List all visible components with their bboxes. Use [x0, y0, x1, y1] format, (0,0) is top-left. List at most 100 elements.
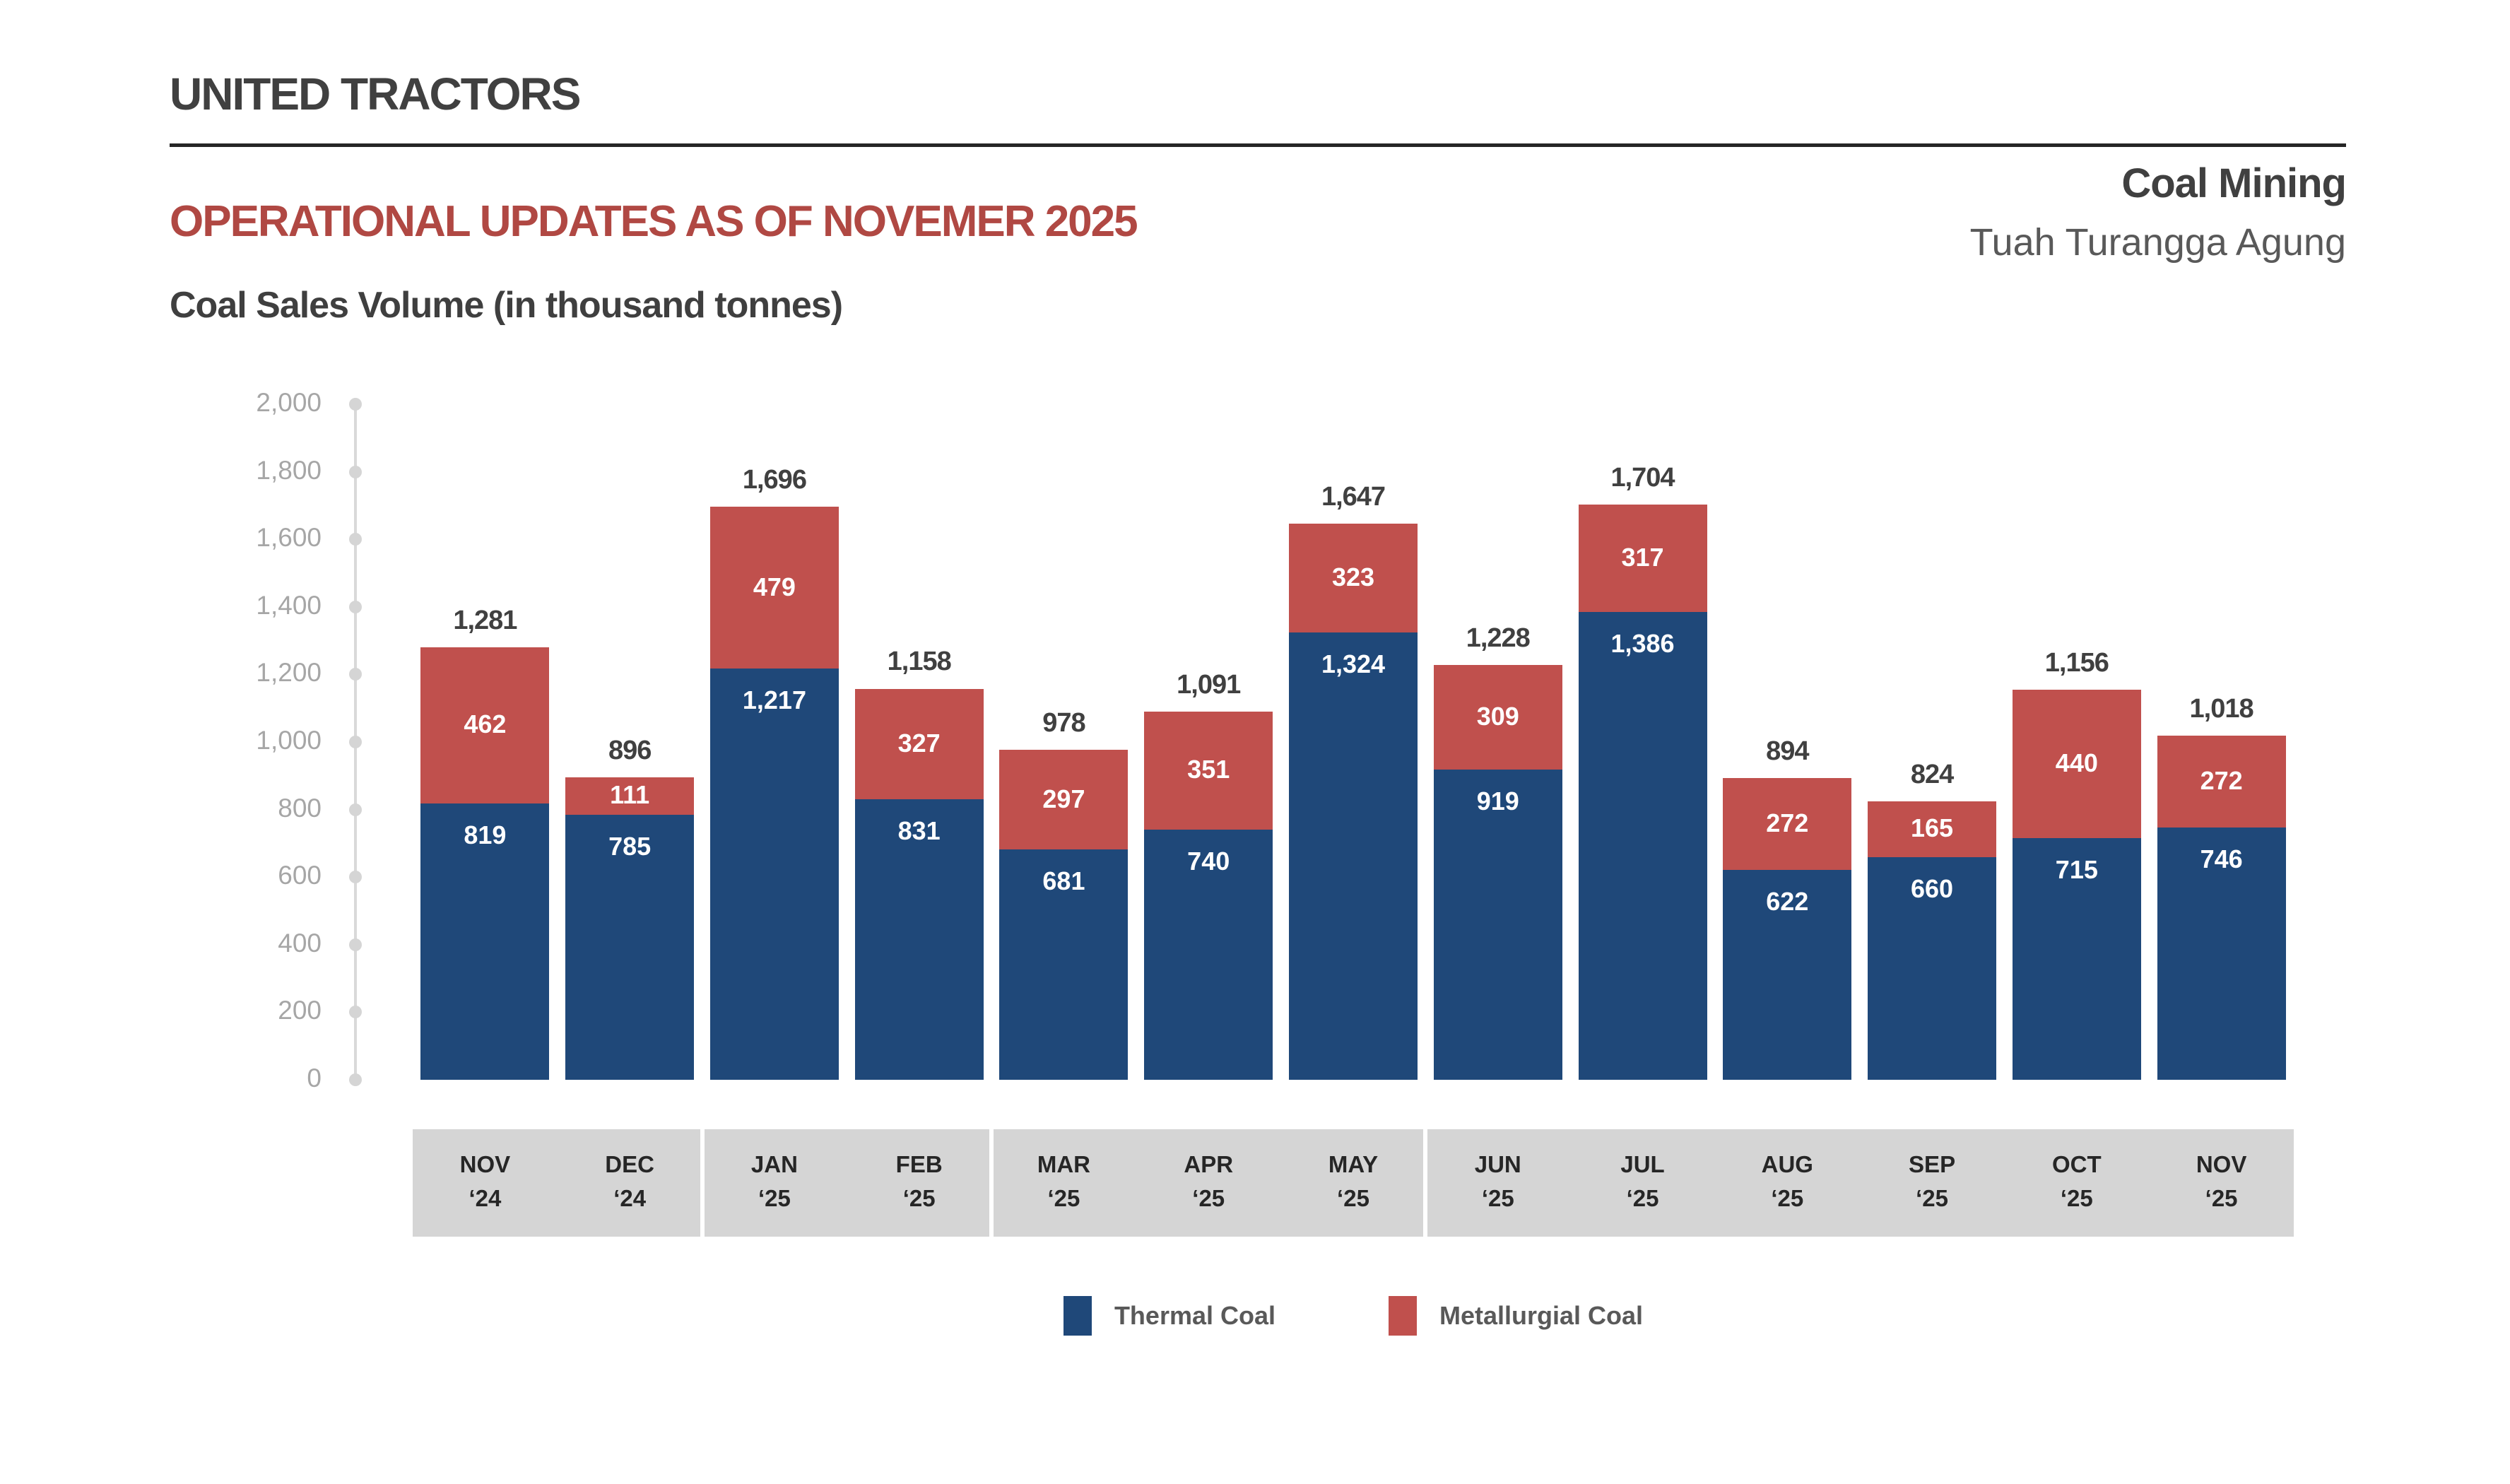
metallurgical-value-label: 111: [610, 780, 650, 810]
thermal-coal-swatch-icon: [1063, 1296, 1092, 1336]
bar-total-label: 824: [1910, 759, 1954, 789]
month-name-label: NOV: [459, 1151, 511, 1177]
y-tick-label: 600: [278, 861, 322, 890]
month-year-label: ‘24: [613, 1185, 647, 1211]
month-label: SEP ‘25: [1860, 1148, 2005, 1215]
bar-metallurgical-segment: 479: [709, 507, 839, 669]
bar-metallurgical-segment: 272: [2157, 736, 2286, 828]
month-year-label: ‘25: [1481, 1185, 1514, 1211]
month-label: MAR ‘25: [991, 1148, 1136, 1215]
bar-feb-3: 831 327: [854, 688, 984, 1080]
y-tick-dot: [349, 938, 362, 951]
bar-mar-4: 681 297: [999, 749, 1129, 1080]
month-name-label: MAR: [1037, 1151, 1091, 1177]
metallurgical-value-label: 272: [2200, 766, 2243, 796]
thermal-value-label: 831: [897, 815, 941, 845]
band-divider: [1423, 1129, 1428, 1237]
y-tick-label: 1,000: [256, 726, 322, 755]
bar-jan-2: 1,217 479: [709, 507, 839, 1080]
y-tick-label: 1,200: [256, 658, 322, 688]
segment-title: Coal Mining: [2121, 160, 2347, 206]
metallurgical-value-label: 351: [1187, 755, 1230, 784]
y-tick-label: 1,600: [256, 523, 322, 553]
month-year-label: ‘25: [1192, 1185, 1225, 1211]
bar-total-label: 1,696: [742, 465, 807, 495]
month-name-label: DEC: [605, 1151, 654, 1177]
month-year-label: ‘25: [902, 1185, 936, 1211]
bar-aug-9: 622 272: [1723, 777, 1852, 1080]
bar-jul-8: 1,386 317: [1578, 504, 1707, 1080]
legend-item-thermal: Thermal Coal: [1063, 1296, 1275, 1336]
chart-subtitle: Coal Sales Volume (in thousand tonnes): [170, 285, 843, 326]
bar-metallurgical-segment: 351: [1144, 711, 1273, 830]
bar-total-label: 1,704: [1610, 462, 1675, 493]
bar-thermal-segment: 660: [1868, 856, 1997, 1080]
metallurgical-value-label: 165: [1911, 813, 1954, 843]
bar-thermal-segment: 622: [1723, 869, 1852, 1080]
plot-area: 819 462 1,281 785 111 896 1,217 479 1,696 831 327 1…: [413, 404, 2294, 1080]
month-year-label: ‘25: [2205, 1185, 2238, 1211]
month-label: APR ‘25: [1136, 1148, 1281, 1215]
y-tick-dot: [349, 600, 362, 613]
month-label: FEB ‘25: [847, 1148, 991, 1215]
metallurgical-value-label: 297: [1042, 784, 1085, 813]
bar-total-label: 978: [1042, 707, 1085, 738]
bar-dec-1: 785 111: [565, 777, 695, 1080]
y-tick-dot: [349, 803, 362, 816]
bar-total-label: 1,018: [2189, 694, 2254, 724]
metallurgical-value-label: 323: [1331, 562, 1375, 591]
thermal-value-label: 660: [1911, 873, 1954, 903]
bar-total-label: 894: [1766, 736, 1809, 766]
thermal-value-label: 746: [2200, 844, 2243, 874]
thermal-value-label: 622: [1766, 886, 1809, 916]
bar-thermal-segment: 740: [1144, 830, 1273, 1080]
bar-total-label: 1,091: [1177, 669, 1241, 700]
legend-item-metallurgical: Metallurgial Coal: [1389, 1296, 1643, 1336]
thermal-value-label: 740: [1187, 847, 1230, 876]
legend-label-metallurgical: Metallurgial Coal: [1439, 1301, 1644, 1330]
y-tick-dot: [349, 1006, 362, 1019]
month-name-label: JAN: [750, 1151, 798, 1177]
bar-thermal-segment: 785: [565, 814, 695, 1080]
month-year-label: ‘24: [469, 1185, 502, 1211]
bar-metallurgical-segment: 309: [1433, 665, 1562, 770]
metallurgical-value-label: 479: [753, 572, 796, 601]
thermal-value-label: 785: [608, 831, 652, 861]
y-tick-label: 0: [307, 1064, 322, 1093]
thermal-value-label: 715: [2055, 855, 2098, 885]
company-title: UNITED TRACTORS: [170, 69, 581, 119]
metallurgical-value-label: 272: [1766, 808, 1809, 837]
month-name-label: AUG: [1761, 1151, 1813, 1177]
bar-sep-10: 660 165: [1868, 801, 1997, 1080]
thermal-value-label: 919: [1476, 786, 1519, 815]
month-label: MAY ‘25: [1281, 1148, 1426, 1215]
month-label: OCT ‘25: [2004, 1148, 2149, 1215]
bar-total-label: 1,228: [1466, 623, 1531, 654]
thermal-value-label: 1,324: [1321, 649, 1386, 679]
bar-metallurgical-segment: 440: [2012, 689, 2141, 839]
bar-thermal-segment: 746: [2157, 828, 2286, 1080]
bar-thermal-segment: 831: [854, 799, 984, 1080]
y-tick-dot: [349, 668, 362, 681]
bar-total-label: 1,281: [453, 605, 517, 635]
month-name-label: NOV: [2196, 1151, 2247, 1177]
bar-metallurgical-segment: 165: [1868, 801, 1997, 857]
y-tick-label: 400: [278, 928, 322, 958]
month-year-label: ‘25: [1916, 1185, 1948, 1211]
month-label: JAN ‘25: [702, 1148, 847, 1215]
metallurgical-value-label: 462: [464, 709, 507, 739]
month-year-label: ‘25: [1047, 1185, 1080, 1211]
bar-total-label: 1,158: [887, 647, 952, 677]
month-label: AUG ‘25: [1715, 1148, 1860, 1215]
metallurgical-value-label: 440: [2055, 748, 2098, 778]
bar-metallurgical-segment: 297: [999, 749, 1129, 850]
month-name-label: APR: [1184, 1151, 1234, 1177]
thermal-value-label: 819: [464, 820, 507, 849]
band-divider: [989, 1129, 994, 1237]
bar-metallurgical-segment: 323: [1289, 523, 1418, 633]
bar-total-label: 1,156: [2044, 647, 2109, 678]
bar-thermal-segment: 1,324: [1289, 632, 1418, 1080]
y-tick-label: 800: [278, 793, 322, 823]
month-label: NOV ‘25: [2149, 1148, 2294, 1215]
bar-apr-5: 740 351: [1144, 711, 1273, 1080]
